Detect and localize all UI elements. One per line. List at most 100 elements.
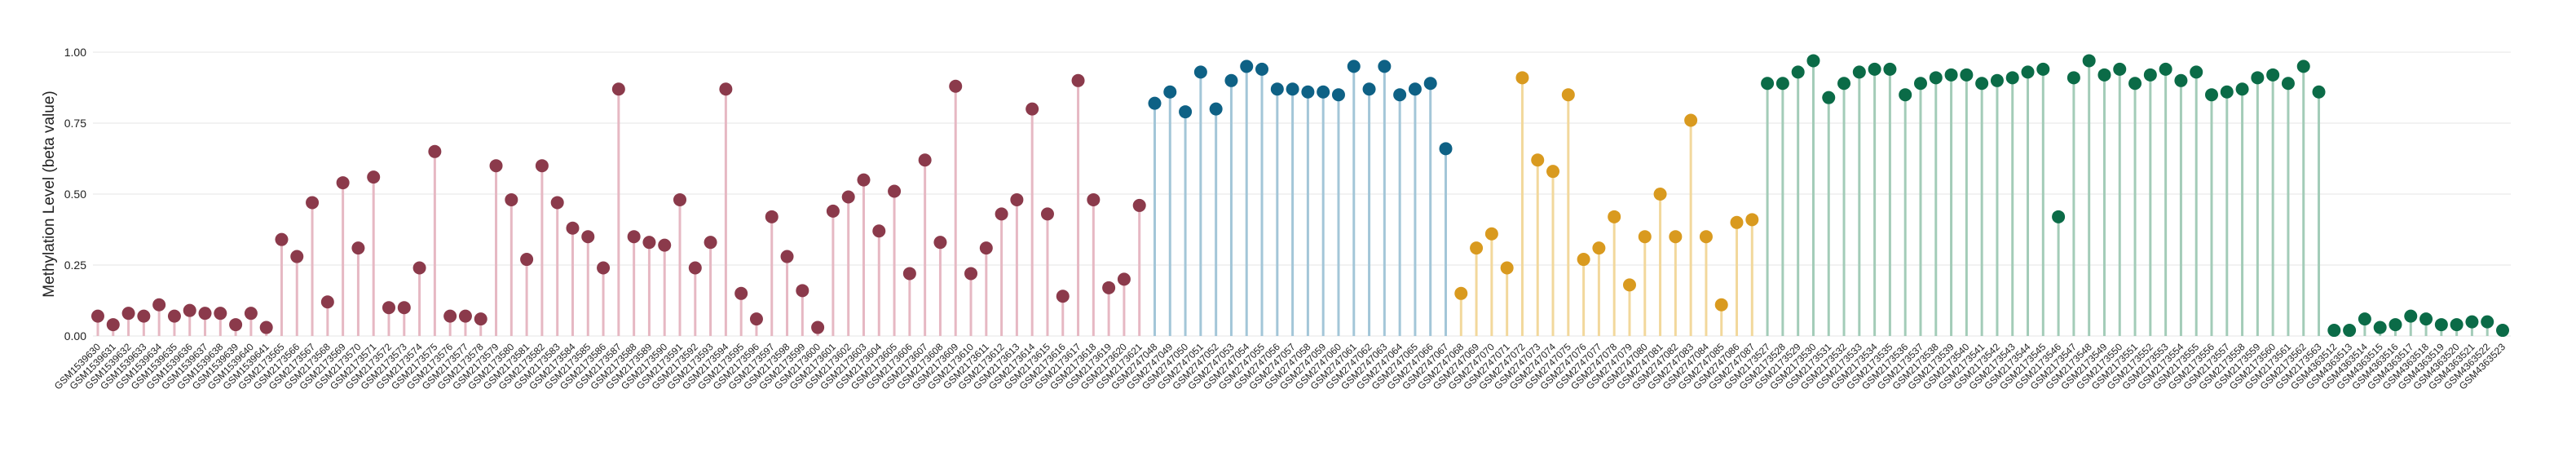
y-tick-label: 0.25 [64,259,86,272]
dot [458,309,472,323]
dot [1653,188,1667,201]
dot [520,253,534,267]
dot [2266,68,2280,82]
y-tick-label: 0.75 [64,117,86,130]
dot [198,307,212,320]
dot [918,153,932,167]
dot [658,238,672,252]
dot [2419,312,2433,326]
dot [2113,62,2127,76]
y-tick-label: 0.50 [64,188,86,201]
dot [121,307,135,320]
dot [949,79,963,93]
dot [1899,88,1912,102]
dot [1117,272,1131,286]
dot [275,232,289,246]
dot [1806,54,1820,68]
dot [2373,320,2387,334]
dot [1056,290,1070,303]
dot [1408,82,1422,96]
dot [1852,65,1866,79]
dot [1378,60,1392,73]
dot [505,192,518,206]
dot [2097,68,2111,82]
dot [137,309,151,323]
dot [214,307,227,320]
dot [2296,60,2310,73]
dot [1240,60,1254,73]
dot [673,192,687,206]
dot [1745,213,1759,227]
dot [995,207,1008,221]
dot [704,236,717,250]
dot [1454,286,1468,300]
dot [1975,77,1989,91]
dot [489,159,503,173]
dot [550,196,564,210]
dot [229,318,243,332]
dot [167,309,181,323]
dot [857,173,871,187]
dot [1775,77,1789,91]
dot [367,170,381,184]
dot [2450,318,2464,332]
dot [244,307,258,320]
dot [2281,77,2295,91]
dot [749,312,763,326]
dot [2036,62,2050,76]
dot [351,241,365,255]
dot [1347,60,1361,73]
dot [581,230,595,244]
dot [1837,77,1851,91]
dot [2465,315,2479,329]
dot [2082,54,2096,68]
dot [2251,71,2265,85]
dot [888,184,902,198]
dot [1071,73,1085,87]
dot [2021,65,2035,79]
dot [1714,298,1728,312]
dot [1638,230,1652,244]
dot [2312,85,2326,99]
dot [642,236,656,250]
dot [1929,71,1943,85]
dot [2220,85,2234,99]
dot [2496,324,2509,338]
dot [597,261,611,275]
dot [1822,91,1836,104]
dot [2343,324,2357,338]
dot [1102,281,1116,294]
dot [259,320,273,334]
dot [719,82,733,96]
y-axis-label: Methylation Level (beta value) [41,91,58,297]
dot [91,309,104,323]
dot [2434,318,2448,332]
dot [1423,77,1437,91]
dot [2005,71,2019,85]
dot [336,176,350,190]
dot [2174,73,2188,87]
dot [902,267,916,281]
dot [2190,65,2203,79]
dot [1484,227,1498,241]
dot [2327,324,2341,338]
dot [1883,62,1897,76]
y-tick-label: 1.00 [64,46,86,59]
dot [1791,65,1805,79]
dot [1393,88,1407,102]
dot [2358,312,2371,326]
dot [535,159,549,173]
dot [1270,82,1284,96]
dot [1439,142,1453,156]
dot [1193,65,1207,79]
dot [1224,73,1238,87]
dot [826,204,840,218]
dot [1561,88,1575,102]
dot [1132,198,1146,212]
dot [1010,192,1024,206]
dot [2204,88,2218,102]
dot [1669,230,1683,244]
dot [765,210,779,223]
dot [979,241,993,255]
